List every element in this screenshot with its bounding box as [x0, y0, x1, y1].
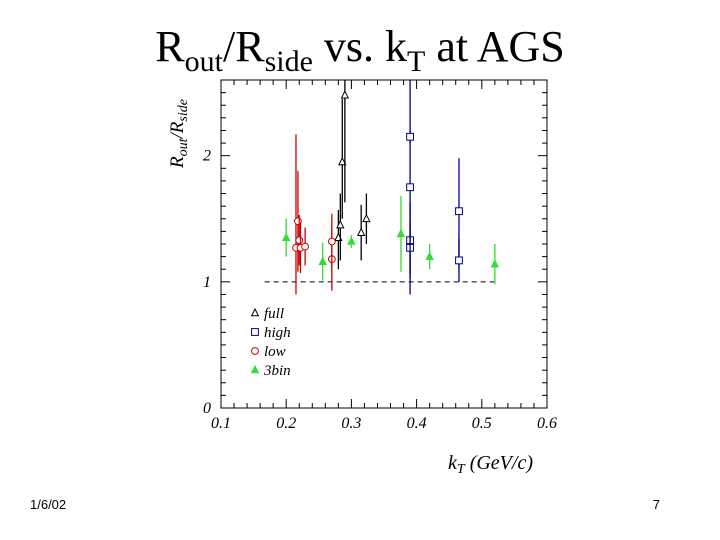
data-point: [406, 183, 414, 192]
data-point: [295, 236, 304, 245]
data-point: [327, 237, 336, 246]
series-low: [292, 134, 336, 295]
x-axis-title-k: k: [448, 452, 458, 474]
legend-marker: [251, 347, 259, 355]
y-axis-title: Rout/Rside: [167, 99, 191, 169]
legend-label: full: [264, 306, 284, 322]
footer-page-number: 7: [652, 497, 660, 512]
data-point: [455, 256, 463, 265]
title-r-2: /R: [222, 22, 265, 71]
series-3bin: [281, 196, 500, 285]
legend-marker: [251, 328, 259, 336]
title-sub-out: out: [184, 45, 223, 78]
x-tick-label: 0.2: [276, 415, 296, 432]
data-point: [318, 256, 327, 265]
data-point: [281, 232, 291, 241]
x-axis-title-rest: (GeV/c): [465, 452, 534, 474]
x-tick-label: 0.6: [537, 415, 557, 432]
legend: full high low 3bin: [250, 306, 291, 379]
axis-ticks: [220, 79, 548, 409]
x-tick-label: 0.4: [407, 415, 427, 432]
slide-title: Rout/Rside vs. kT at AGS: [0, 22, 720, 87]
series-layer: [281, 80, 500, 295]
title-vs-k: vs. k: [312, 22, 408, 71]
data-point: [356, 227, 366, 236]
legend-label: 3bin: [263, 363, 291, 379]
x-tick-label: 0.3: [341, 415, 361, 432]
data-point: [340, 90, 350, 99]
y-axis-title-sub-out: out: [176, 137, 191, 156]
y-tick-label: 0: [203, 400, 211, 417]
x-tick-label: 0.1: [211, 415, 231, 432]
legend-marker: [250, 364, 260, 374]
y-tick-label: 1: [203, 274, 211, 291]
series-full: [334, 80, 371, 270]
title-sub-t: T: [407, 45, 426, 78]
title-r-1: R: [155, 22, 185, 71]
data-point: [490, 259, 500, 268]
data-point: [338, 156, 347, 166]
title-at-ags: at AGS: [425, 22, 565, 71]
data-point: [362, 213, 371, 223]
y-axis-title-sub-side: side: [176, 99, 191, 122]
x-axis-title: kT (GeV/c): [448, 452, 533, 477]
data-point: [425, 251, 434, 260]
series-high: [406, 80, 463, 295]
legend-label: low: [264, 344, 286, 360]
y-axis-title-r2: /R: [167, 121, 188, 139]
data-point: [301, 242, 310, 251]
y-axis-title-r1: R: [167, 156, 188, 169]
legend-marker: [250, 307, 260, 317]
x-tick-label: 0.5: [472, 415, 492, 432]
data-point: [347, 236, 356, 245]
data-point: [455, 207, 463, 216]
axis-tick-labels: 0.1 0.2 0.3 0.4 0.5 0.6 0 1 2: [203, 148, 557, 432]
title-sub-side: side: [264, 45, 313, 78]
y-tick-label: 2: [203, 148, 211, 165]
legend-label: high: [264, 325, 291, 341]
footer-date: 1/6/02: [30, 497, 67, 512]
data-point: [336, 219, 345, 229]
x-axis-title-sub-t: T: [457, 462, 466, 477]
data-point: [396, 228, 406, 238]
data-point: [406, 132, 414, 141]
